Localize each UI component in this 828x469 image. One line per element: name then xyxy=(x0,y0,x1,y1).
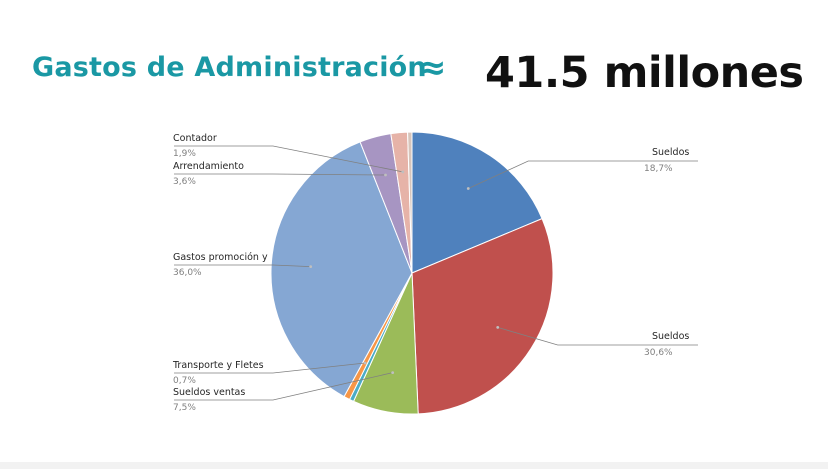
slice-label-0: Sueldos xyxy=(652,147,689,158)
leader-line-4 xyxy=(174,362,366,374)
approx-symbol: ≈ xyxy=(418,48,447,88)
slice-label-6: Arrendamiento xyxy=(173,161,244,172)
leader-line-0 xyxy=(468,160,698,189)
slice-percent-7: 1,9% xyxy=(173,149,196,159)
slice-percent-1: 30,6% xyxy=(644,348,673,358)
bottom-band xyxy=(0,462,828,469)
slice-label-5: Gastos promoción y xyxy=(173,252,268,263)
leader-lines xyxy=(174,145,698,401)
leader-anchor-2 xyxy=(391,371,395,375)
data-labels: Sueldos 18,7% Sueldos 30,6% Sueldos ventas 7,… xyxy=(172,133,689,413)
leader-line-5 xyxy=(174,264,311,268)
leader-anchor-1 xyxy=(496,325,500,329)
pie-slice-0 xyxy=(411,131,543,274)
leader-anchor-7 xyxy=(401,170,405,174)
slice-percent-4: 0,7% xyxy=(173,376,196,386)
leader-line-1 xyxy=(497,327,698,346)
leader-anchor-5 xyxy=(309,265,313,269)
leader-anchor-4 xyxy=(363,361,367,365)
slice-percent-5: 36,0% xyxy=(173,268,202,278)
pie-slice-5 xyxy=(270,141,413,398)
leader-line-6 xyxy=(174,173,386,176)
slice-percent-0: 18,7% xyxy=(644,164,673,174)
slice-label-2: Sueldos ventas xyxy=(173,387,245,398)
total-amount: 41.5 millones xyxy=(485,48,804,98)
slice-label-1: Sueldos xyxy=(652,331,689,342)
leader-line-2 xyxy=(174,372,393,401)
slice-percent-2: 7,5% xyxy=(173,403,196,413)
pie-slice-1 xyxy=(411,217,554,415)
pie-slices xyxy=(270,131,554,415)
slide-title: Gastos de Administración xyxy=(32,52,427,83)
leader-anchor-6 xyxy=(384,173,387,177)
leader-anchor-0 xyxy=(466,187,470,190)
pie-slice-8 xyxy=(407,131,413,274)
slice-label-7: Contador xyxy=(173,133,217,144)
slice-percent-6: 3,6% xyxy=(173,177,196,187)
leader-line-7 xyxy=(174,145,403,173)
slice-label-4: Transporte y Fletes xyxy=(172,360,264,371)
